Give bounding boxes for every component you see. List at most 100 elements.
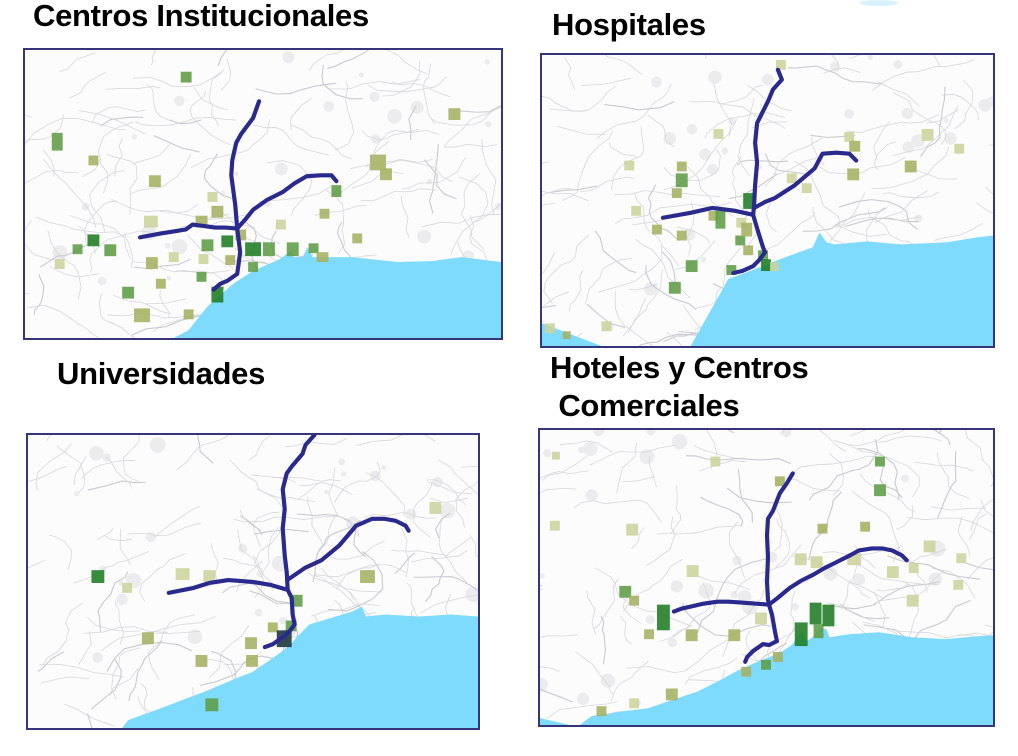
density-square (122, 582, 133, 593)
density-square (370, 154, 386, 171)
density-square (198, 254, 209, 265)
density-square (72, 244, 83, 255)
density-square (245, 242, 262, 257)
density-squares (91, 502, 442, 712)
density-square (196, 271, 207, 282)
sea (690, 232, 993, 346)
metro-line (731, 67, 784, 276)
artifact-smudge (860, 0, 898, 6)
density-square (221, 235, 234, 248)
map-centros-institucionales (23, 48, 503, 340)
density-squares (549, 451, 967, 717)
density-square (263, 242, 275, 257)
panel-title-hoteles-centros-comerciales: Hoteles y Centros Comerciales (550, 350, 809, 423)
density-square (201, 239, 214, 252)
density-square (207, 192, 218, 202)
metro-line (166, 577, 290, 595)
density-squares (51, 71, 461, 323)
density-square (91, 570, 105, 583)
density-square (225, 255, 236, 266)
density-square (908, 563, 919, 574)
density-square (786, 173, 797, 184)
density-square (874, 484, 886, 497)
density-square (801, 183, 812, 194)
density-square (668, 281, 681, 294)
density-square (290, 594, 303, 607)
density-squares (544, 59, 965, 340)
density-square (656, 604, 670, 631)
density-square (168, 252, 179, 263)
density-square (906, 594, 919, 607)
density-square (248, 262, 259, 272)
map-svg-hospitales (542, 55, 993, 346)
density-square (448, 108, 461, 121)
density-square (956, 553, 967, 564)
density-square (774, 476, 785, 487)
density-square (104, 244, 117, 257)
density-square (429, 502, 442, 514)
density-square (205, 698, 219, 712)
metro-line (235, 173, 339, 231)
density-square (601, 321, 612, 332)
density-square (822, 604, 835, 627)
density-square (245, 637, 257, 650)
metro-line (137, 222, 240, 240)
map-svg-universidades (28, 435, 478, 728)
density-square (148, 175, 161, 188)
density-square (631, 205, 642, 216)
density-square (735, 235, 746, 246)
map-svg-centros-institucionales (25, 50, 501, 338)
density-square (144, 215, 158, 228)
density-square (847, 168, 860, 181)
density-square (88, 155, 99, 166)
density-square (726, 265, 737, 275)
density-square (122, 286, 135, 299)
density-square (175, 568, 190, 581)
density-square (51, 132, 63, 151)
density-square (203, 570, 216, 582)
density-square (685, 260, 698, 273)
panel-title-centros-institucionales: Centros Institucionales (33, 0, 369, 33)
density-square (817, 523, 828, 534)
density-square (755, 612, 767, 625)
density-square (685, 629, 698, 642)
map-universidades (26, 433, 480, 730)
density-square (794, 622, 808, 647)
sea (542, 323, 602, 346)
density-square (183, 309, 194, 320)
density-square (195, 654, 208, 667)
density-square (809, 602, 822, 625)
sea (122, 606, 478, 728)
density-square (87, 234, 100, 247)
density-square (331, 185, 342, 197)
density-square (549, 520, 560, 531)
density-square (211, 286, 224, 303)
density-square (145, 257, 158, 269)
density-square (921, 128, 934, 141)
metro-line (766, 546, 909, 607)
density-square (743, 193, 754, 209)
density-square (728, 629, 741, 642)
metro-line (752, 150, 859, 210)
density-square (352, 233, 363, 244)
density-square (596, 706, 607, 717)
panel-title-hospitales: Hospitales (552, 7, 706, 42)
density-square (286, 242, 299, 257)
density-square (775, 59, 786, 70)
density-square (715, 210, 726, 229)
density-square (844, 131, 855, 142)
density-square (710, 456, 721, 467)
density-square (629, 698, 640, 709)
density-square (904, 160, 917, 173)
map-hospitales (540, 53, 995, 348)
density-square (195, 215, 208, 228)
density-square (708, 210, 719, 221)
density-square (155, 278, 166, 289)
density-square (246, 654, 258, 667)
density-square (713, 128, 724, 139)
density-square (741, 666, 752, 677)
density-square (316, 252, 329, 263)
density-square (813, 624, 824, 639)
sea (579, 627, 993, 725)
density-square (624, 160, 635, 171)
